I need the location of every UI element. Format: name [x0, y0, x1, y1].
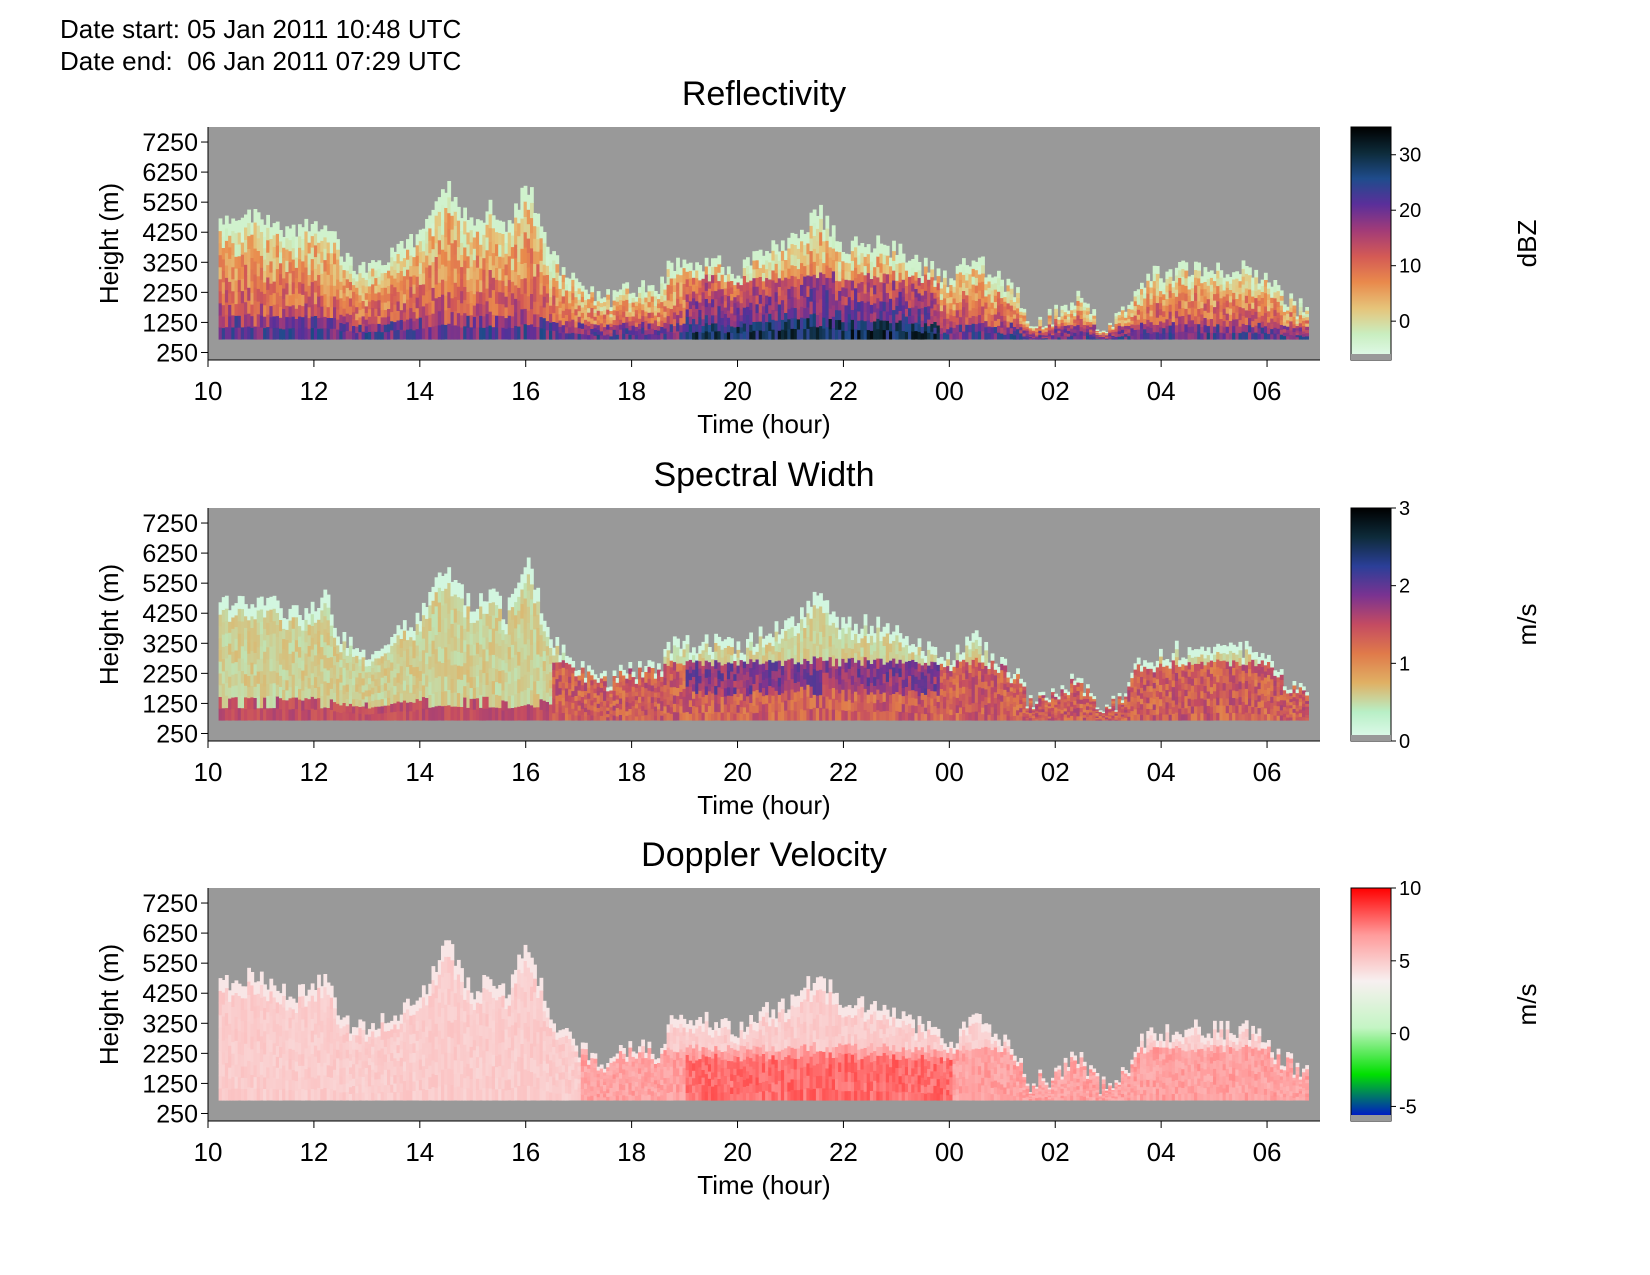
- heatmap-cells: [218, 940, 1309, 1101]
- x-tick-label: 04: [1147, 376, 1176, 406]
- x-tick-label: 04: [1147, 1137, 1176, 1167]
- y-tick-label: 1250: [142, 1070, 198, 1098]
- x-tick-label: 14: [405, 757, 434, 787]
- x-tick-label: 20: [723, 757, 752, 787]
- y-tick-label: 3250: [142, 1010, 198, 1038]
- x-tick-label: 12: [299, 757, 328, 787]
- y-tick-label: 7250: [142, 129, 198, 157]
- y-tick-label: 3250: [142, 249, 198, 277]
- colorbar-tick-label: -5: [1399, 1096, 1417, 1118]
- x-tick-label: 12: [299, 1137, 328, 1167]
- y-tick-label: 5250: [142, 950, 198, 978]
- x-tick-label: 22: [829, 757, 858, 787]
- x-tick-label: 22: [829, 376, 858, 406]
- x-tick-label: 16: [511, 757, 540, 787]
- colorbar-label: m/s: [1512, 984, 1542, 1026]
- x-axis-label: Time (hour): [697, 1170, 830, 1200]
- x-tick-label: 22: [829, 1137, 858, 1167]
- x-tick-label: 00: [935, 376, 964, 406]
- x-tick-label: 16: [511, 1137, 540, 1167]
- colorbar-label: m/s: [1512, 604, 1542, 646]
- colorbar-nodata-swatch: [1351, 354, 1391, 360]
- x-tick-label: 20: [723, 376, 752, 406]
- colorbar-nodata-swatch: [1351, 1115, 1391, 1121]
- y-tick-label: 7250: [142, 890, 198, 918]
- colorbar-tick-label: 10: [1399, 256, 1421, 278]
- colorbar-tick-label: 10: [1399, 878, 1421, 900]
- x-tick-label: 02: [1041, 376, 1070, 406]
- panel-1: Reflectivity 7250625052504250325022501250…: [94, 75, 1542, 439]
- y-tick-label: 4250: [142, 980, 198, 1008]
- heatmap-cells: [218, 557, 1309, 721]
- y-tick-label: 7250: [142, 510, 198, 538]
- panel-title: Spectral Width: [653, 456, 874, 494]
- panel-title: Reflectivity: [682, 75, 846, 113]
- x-tick-label: 00: [935, 757, 964, 787]
- x-tick-label: 20: [723, 1137, 752, 1167]
- y-tick-label: 2250: [142, 279, 198, 307]
- y-tick-label: 1250: [142, 690, 198, 718]
- x-tick-label: 06: [1253, 757, 1282, 787]
- x-tick-label: 10: [194, 1137, 223, 1167]
- colorbar-tick-label: 30: [1399, 145, 1421, 167]
- x-tick-label: 16: [511, 376, 540, 406]
- y-tick-label: 1250: [142, 309, 198, 337]
- colorbar-tick-label: 20: [1399, 200, 1421, 222]
- panel-title: Doppler Velocity: [641, 836, 887, 874]
- y-tick-label: 2250: [142, 1040, 198, 1068]
- y-tick-label: 2250: [142, 660, 198, 688]
- y-tick-label: 250: [156, 1100, 198, 1128]
- y-axis-label: Height (m): [94, 944, 124, 1065]
- colorbar-gradient: [1350, 507, 1392, 742]
- colorbar-gradient: [1350, 126, 1392, 361]
- panel-2: Spectral Width72506250525042503250225012…: [94, 456, 1542, 820]
- panel-3: Doppler Velocity725062505250425032502250…: [94, 836, 1542, 1200]
- y-tick-label: 4250: [142, 219, 198, 247]
- y-axis-label: Height (m): [94, 183, 124, 304]
- colorbar-tick-label: 1: [1399, 653, 1410, 675]
- y-axis-label: Height (m): [94, 564, 124, 685]
- heatmap-cells: [218, 181, 1309, 340]
- x-tick-label: 06: [1253, 1137, 1282, 1167]
- colorbar-tick-label: 0: [1399, 731, 1410, 753]
- x-tick-label: 02: [1041, 1137, 1070, 1167]
- colorbar: 30 20 10 0 dBZ: [1350, 126, 1542, 361]
- x-tick-label: 18: [617, 1137, 646, 1167]
- colorbar-gradient: [1350, 887, 1392, 1122]
- y-tick-label: 5250: [142, 189, 198, 217]
- x-tick-label: 14: [405, 376, 434, 406]
- x-tick-label: 02: [1041, 757, 1070, 787]
- x-axis-label: Time (hour): [697, 790, 830, 820]
- colorbar-tick-label: 0: [1399, 1024, 1410, 1046]
- y-tick-label: 6250: [142, 920, 198, 948]
- y-tick-label: 3250: [142, 630, 198, 658]
- colorbar-nodata-swatch: [1351, 735, 1391, 741]
- colorbar-tick-label: 0: [1399, 311, 1410, 333]
- x-tick-label: 06: [1253, 376, 1282, 406]
- colorbar-tick-label: 5: [1399, 951, 1410, 973]
- colorbar-tick-label: 2: [1399, 576, 1410, 598]
- y-tick-label: 250: [156, 720, 198, 748]
- x-tick-label: 14: [405, 1137, 434, 1167]
- x-tick-label: 12: [299, 376, 328, 406]
- x-tick-label: 18: [617, 757, 646, 787]
- y-tick-label: 250: [156, 339, 198, 367]
- colorbar-tick-label: 3: [1399, 498, 1410, 520]
- x-tick-label: 10: [194, 376, 223, 406]
- y-tick-label: 6250: [142, 159, 198, 187]
- x-tick-label: 04: [1147, 757, 1176, 787]
- x-axis-label: Time (hour): [697, 409, 830, 439]
- colorbar: 3 2 1 0 m/s: [1350, 498, 1542, 753]
- y-tick-label: 4250: [142, 600, 198, 628]
- date-start-label: Date start: 05 Jan 2011 10:48 UTC: [60, 14, 462, 44]
- y-tick-label: 5250: [142, 570, 198, 598]
- x-tick-label: 00: [935, 1137, 964, 1167]
- colorbar: 10 5 0 -5 m/s: [1350, 878, 1542, 1122]
- x-tick-label: 10: [194, 757, 223, 787]
- colorbar-label: dBZ: [1512, 220, 1542, 268]
- x-tick-label: 18: [617, 376, 646, 406]
- y-tick-label: 6250: [142, 540, 198, 568]
- date-end-label: Date end: 06 Jan 2011 07:29 UTC: [60, 46, 462, 76]
